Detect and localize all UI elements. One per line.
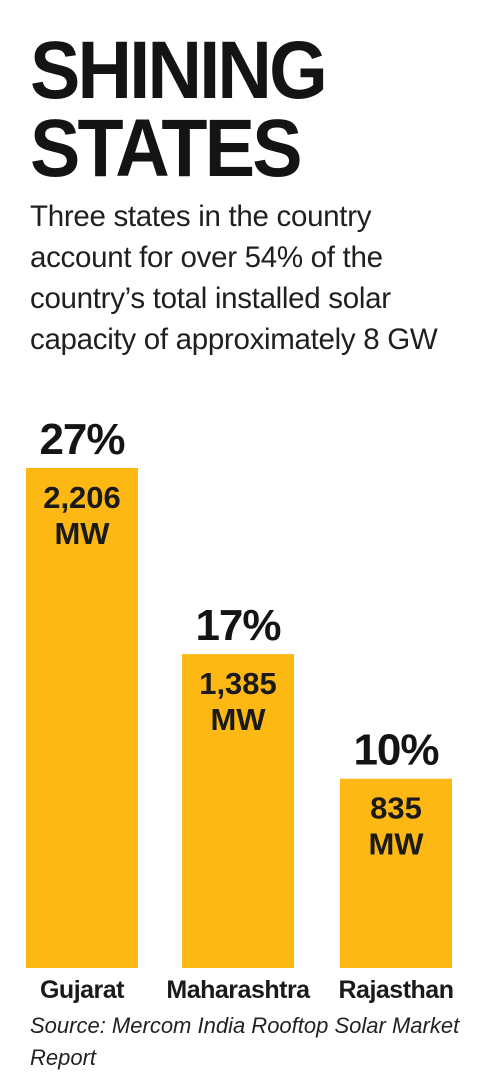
value-label-gujarat-number: 2,206 xyxy=(43,480,121,515)
bar-maharashtra xyxy=(182,654,294,968)
value-label-maharashtra-number: 1,385 xyxy=(199,666,277,701)
chart-title-line-2: STATES xyxy=(30,103,303,194)
chart-subtitle: Three states in the country account for … xyxy=(30,200,438,356)
percent-label-gujarat: 27% xyxy=(39,415,124,464)
category-label-gujarat: Gujarat xyxy=(40,976,125,1004)
bar-chart: 27%2,206MWGujarat17%1,385MWMaharashtra10… xyxy=(26,415,454,1004)
value-label-maharashtra-unit: MW xyxy=(210,702,266,737)
bar-gujarat xyxy=(26,468,138,968)
bar-rajasthan xyxy=(340,778,452,968)
chart-title: SHINING STATES xyxy=(30,30,328,190)
source-note: Source: Mercom India Rooftop Solar Marke… xyxy=(30,1013,460,1070)
percent-label-rajasthan: 10% xyxy=(353,726,438,775)
value-label-gujarat-unit: MW xyxy=(54,516,110,551)
chart-title-line-1: SHINING xyxy=(30,25,328,116)
category-label-maharashtra: Maharashtra xyxy=(166,976,311,1004)
value-label-rajasthan-unit: MW xyxy=(368,827,424,862)
category-label-rajasthan: Rajasthan xyxy=(339,976,454,1004)
value-label-rajasthan-number: 835 xyxy=(370,791,422,826)
percent-label-maharashtra: 17% xyxy=(195,601,280,650)
